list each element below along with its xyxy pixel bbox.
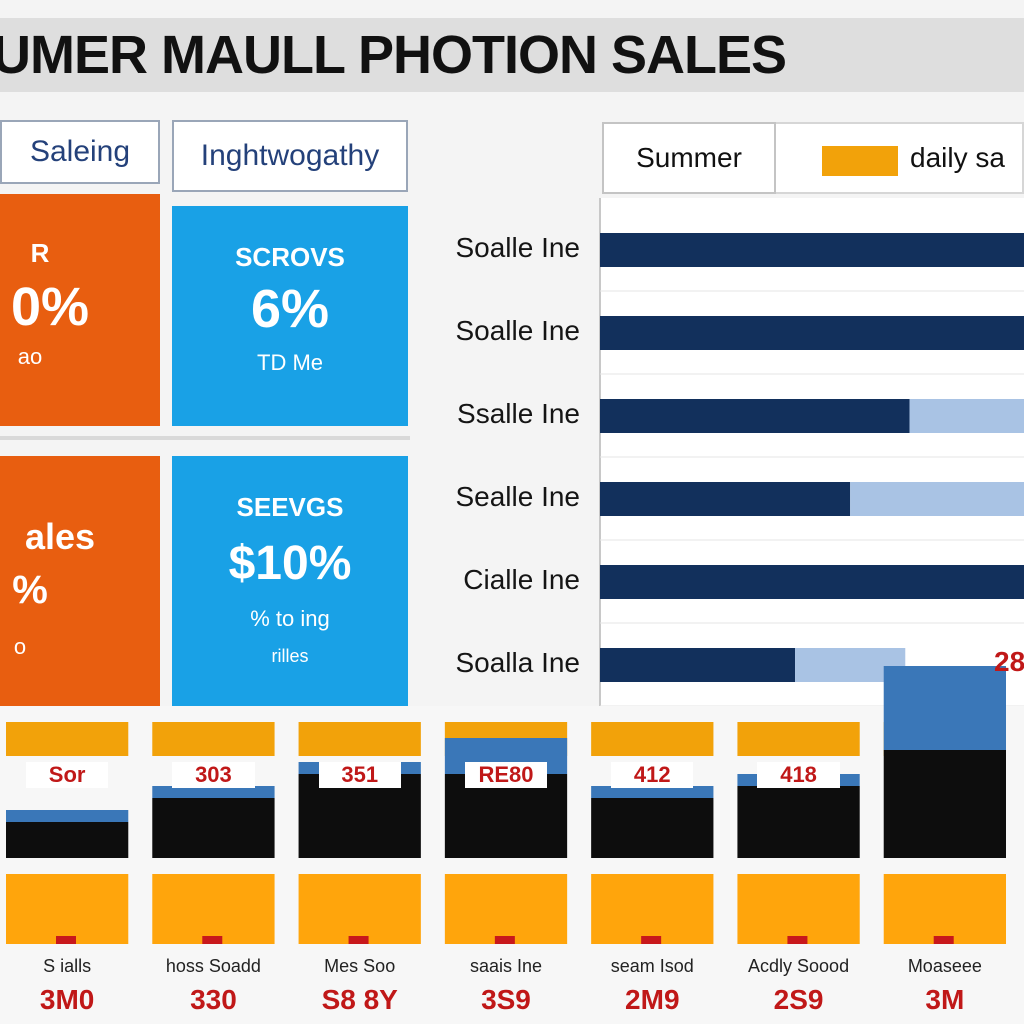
stat-card-1-head: R bbox=[30, 238, 50, 268]
stat-card-2-sub: TD Me bbox=[257, 350, 323, 375]
vbar-category-label: seam Isod bbox=[610, 956, 694, 976]
hbar-annotation: 28 bbox=[994, 646, 1024, 677]
vbar-base-band bbox=[883, 874, 1006, 944]
vbar-marker bbox=[933, 936, 954, 944]
vbar-marker bbox=[56, 936, 76, 944]
vbar-top-band bbox=[6, 722, 129, 756]
divider bbox=[0, 436, 410, 440]
hbar-bar bbox=[600, 316, 1024, 350]
hbar-bar bbox=[600, 399, 910, 433]
vbar-bar bbox=[591, 798, 714, 858]
vbar-tag: 303 bbox=[172, 762, 255, 788]
title-bar bbox=[0, 18, 1024, 92]
stat-card-2-value: 6% bbox=[250, 279, 330, 339]
stat-card-1-value: 0% bbox=[10, 277, 90, 337]
vbar-marker bbox=[348, 936, 369, 944]
vbar-tag: 418 bbox=[757, 762, 840, 788]
vbar-base-band bbox=[6, 874, 129, 944]
stat-card-4-sub: % to ing bbox=[250, 606, 330, 631]
vbar-category-label: S ialls bbox=[43, 956, 92, 976]
hbar-bar bbox=[600, 648, 796, 682]
hbar-bar bbox=[600, 233, 1024, 267]
vbar-value-label: 3M0 bbox=[39, 984, 95, 1015]
vbar-value-label: S8 8Y bbox=[321, 984, 398, 1015]
hbar-category-label: Cialle Ine bbox=[463, 564, 580, 595]
stat-card-4-value: $10% bbox=[228, 537, 352, 590]
stat-card-3-sub: o bbox=[13, 634, 27, 659]
hbar-category-label: Soalla Ine bbox=[455, 647, 580, 678]
tab-saleing[interactable]: Saleing bbox=[0, 120, 160, 184]
vbar-bar bbox=[6, 822, 129, 858]
vbar-value-label: 3S9 bbox=[481, 984, 531, 1015]
vbar-category-label: hoss Soadd bbox=[165, 956, 261, 976]
tab-inghtwogathy[interactable]: Inghtwogathy bbox=[172, 120, 408, 192]
hbar-category-label: Soalle Ine bbox=[455, 315, 580, 346]
tab-saleing-label: Saleing bbox=[29, 135, 131, 168]
hbar-category-label: Sealle Ine bbox=[455, 481, 580, 512]
vbar-top-band bbox=[737, 722, 860, 756]
vbar-bar bbox=[298, 774, 421, 858]
vbar-bar bbox=[152, 798, 275, 858]
vbar-top-band bbox=[152, 722, 275, 756]
vbar-marker bbox=[641, 936, 662, 944]
vbar-bar-secondary bbox=[883, 666, 1006, 750]
stat-card-1: R 0% ao bbox=[0, 194, 160, 426]
hbar-category-label: Soalle Ine bbox=[455, 232, 580, 263]
vbar-value-label: 2M9 bbox=[625, 984, 680, 1015]
stat-card-3: ales % o bbox=[0, 456, 160, 706]
stat-card-3-value: ales bbox=[24, 516, 96, 557]
legend-item-label: daily sa bbox=[910, 142, 1005, 173]
vbar-category-label: Mes Soo bbox=[324, 956, 396, 976]
vbar-bar-secondary bbox=[6, 810, 129, 822]
legend-swatch bbox=[822, 146, 898, 176]
vbar-base-band bbox=[152, 874, 275, 944]
vbar-marker bbox=[787, 936, 808, 944]
hbar-bar bbox=[600, 482, 851, 516]
vbar-base-band bbox=[298, 874, 421, 944]
vbar-top-band bbox=[298, 722, 421, 756]
vbar-marker bbox=[202, 936, 223, 944]
vbar-value-label: 3M bbox=[925, 984, 965, 1015]
vbar-bar bbox=[444, 774, 568, 858]
page-title: UMER MAULL PHOTION SALES bbox=[0, 25, 787, 85]
vbar-category-label: Acdly Soood bbox=[748, 956, 850, 976]
vbar-tag: RE80 bbox=[464, 762, 548, 788]
legend-summer-button[interactable]: Summer bbox=[602, 122, 776, 194]
hbar-category-label: Ssalle Ine bbox=[457, 398, 580, 429]
stat-card-2: SCROVS 6% TD Me bbox=[172, 206, 408, 426]
stat-card-2-head: SCROVS bbox=[235, 242, 345, 272]
stat-card-3-sub2: % bbox=[12, 568, 48, 612]
vbar-category-label: saais Ine bbox=[469, 956, 542, 976]
vbar-value-label: 2S9 bbox=[773, 984, 824, 1015]
vbar-bar bbox=[737, 786, 860, 858]
tab-inghtwogathy-label: Inghtwogathy bbox=[200, 139, 380, 172]
vbar-tag: 412 bbox=[611, 762, 694, 788]
vbar-value-label: 330 bbox=[190, 984, 237, 1015]
legend-summer-label: Summer bbox=[636, 142, 742, 173]
vbar-category-label: Moaseee bbox=[907, 956, 982, 976]
hbar-bar bbox=[850, 482, 1024, 516]
hbar-bar bbox=[600, 565, 1024, 599]
vbar-marker bbox=[494, 936, 515, 944]
vbar-tag: Sor bbox=[26, 762, 109, 788]
stat-card-4-sub3: rilles bbox=[271, 646, 309, 666]
stat-card-1-sub: ao bbox=[17, 344, 43, 369]
vbar-base-band bbox=[444, 874, 568, 944]
vbar-base-band bbox=[737, 874, 860, 944]
vbar-bar bbox=[883, 750, 1006, 858]
stat-card-4-head: SEEVGS bbox=[236, 492, 344, 522]
stat-card-4: SEEVGS $10% % to ing rilles bbox=[172, 456, 408, 706]
vbar-bar-secondary bbox=[152, 786, 275, 798]
vbar-tag: 351 bbox=[318, 762, 401, 788]
hbar-bar bbox=[909, 399, 1024, 433]
vbar-bar-secondary bbox=[591, 786, 714, 798]
vbar-base-band bbox=[591, 874, 714, 944]
vbar-top-band bbox=[591, 722, 714, 756]
